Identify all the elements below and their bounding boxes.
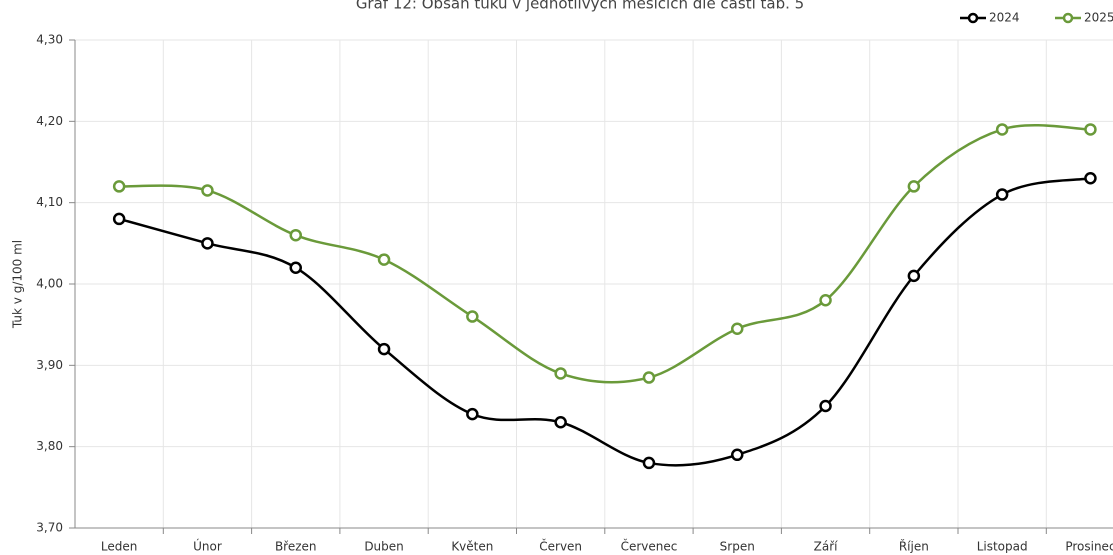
point — [907, 180, 921, 193]
point — [466, 310, 479, 323]
legend-marker — [967, 12, 979, 24]
legend-label: 2025 — [1084, 11, 1113, 25]
point — [289, 261, 302, 274]
legend-marker — [1062, 12, 1074, 24]
point — [731, 448, 744, 462]
y-tick-label: 3,90 — [36, 358, 63, 372]
point — [819, 294, 832, 307]
point — [995, 123, 1009, 136]
point — [1084, 172, 1097, 185]
x-tick-label: Červenec — [621, 539, 678, 554]
x-tick-label: Březen — [275, 540, 317, 554]
x-tick-label: Srpen — [720, 540, 755, 554]
point — [112, 212, 126, 226]
x-tick-label: Květen — [451, 540, 493, 554]
point — [1084, 123, 1097, 136]
legend-label: 2024 — [989, 11, 1020, 25]
point — [466, 407, 479, 421]
y-tick-label: 4,20 — [36, 114, 63, 128]
point — [995, 188, 1009, 201]
point — [377, 253, 391, 266]
y-axis-label: Tuk v g/100 ml — [11, 240, 25, 329]
x-tick-label: Říjen — [899, 539, 929, 554]
point — [201, 237, 214, 250]
point — [554, 367, 567, 380]
point — [907, 269, 921, 283]
point — [642, 371, 656, 384]
x-tick-label: Červen — [539, 539, 582, 554]
point — [731, 322, 744, 335]
point — [112, 180, 126, 193]
x-tick-label: Listopad — [977, 540, 1028, 554]
y-tick-label: 3,70 — [36, 521, 63, 535]
x-tick-label: Leden — [101, 540, 137, 554]
x-tick-label: Duben — [364, 540, 403, 554]
y-tick-label: 4,00 — [36, 277, 63, 291]
point — [377, 342, 391, 356]
chart-title: Graf 12: Obsah tuku v jednotlivých měsíc… — [356, 0, 804, 13]
y-tick-label: 4,10 — [36, 195, 63, 209]
x-tick-label: Září — [814, 540, 839, 554]
point — [289, 228, 302, 242]
point — [201, 184, 214, 197]
x-tick-label: Prosinec — [1065, 540, 1113, 554]
point — [554, 416, 567, 429]
y-tick-label: 3,80 — [36, 439, 63, 453]
y-tick-label: 4,30 — [36, 33, 63, 47]
point — [642, 456, 656, 470]
point — [819, 399, 832, 413]
x-tick-label: Únor — [193, 539, 222, 554]
